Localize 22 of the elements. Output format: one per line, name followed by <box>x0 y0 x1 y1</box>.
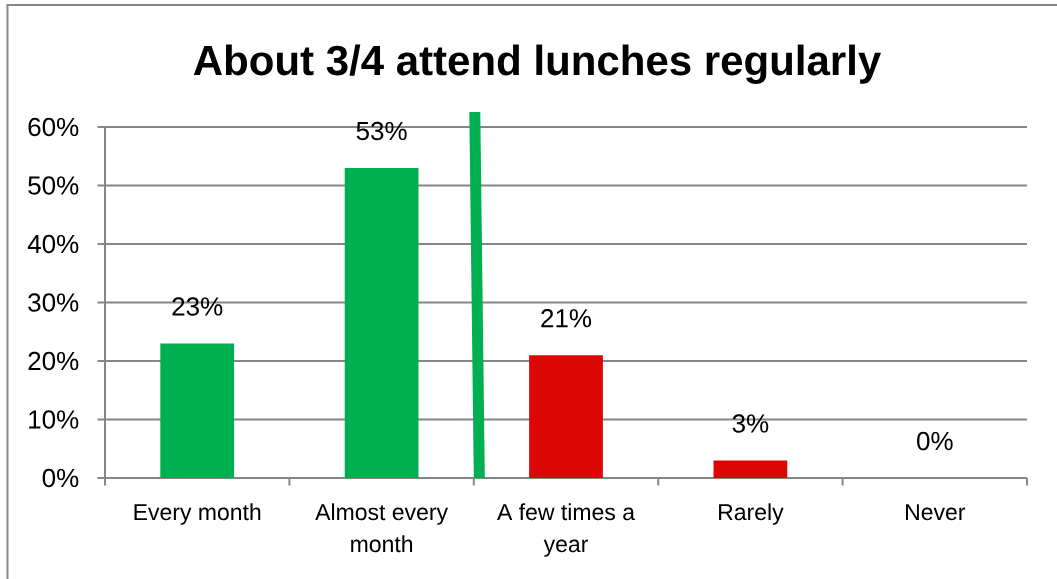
x-tick-label: Rarely <box>719 503 784 525</box>
y-tick-label: 0% <box>42 468 79 488</box>
bar <box>529 355 603 478</box>
data-label: 3% <box>732 414 769 433</box>
data-label: 21% <box>541 309 592 328</box>
chart-title: About 3/4 attend lunches regularly <box>193 44 881 84</box>
y-tick-label: 50% <box>28 176 79 195</box>
bar <box>713 460 788 478</box>
x-tick-label: Every month <box>134 503 261 525</box>
data-label: 53% <box>356 121 407 141</box>
bar <box>160 343 235 478</box>
bar <box>344 167 419 478</box>
x-tick-label: Almost every month <box>315 503 448 553</box>
y-tick-label: 40% <box>27 234 79 254</box>
x-tick-label: Never <box>906 504 966 521</box>
y-tick-label: 10% <box>29 410 79 429</box>
y-tick-label: 20% <box>28 351 79 371</box>
y-tick-label: 60% <box>28 117 79 137</box>
y-tick-label: 30% <box>28 293 79 312</box>
x-tick-label: A few times a year <box>497 503 636 557</box>
data-label: 0% <box>917 431 953 451</box>
data-label: 23% <box>172 297 223 316</box>
